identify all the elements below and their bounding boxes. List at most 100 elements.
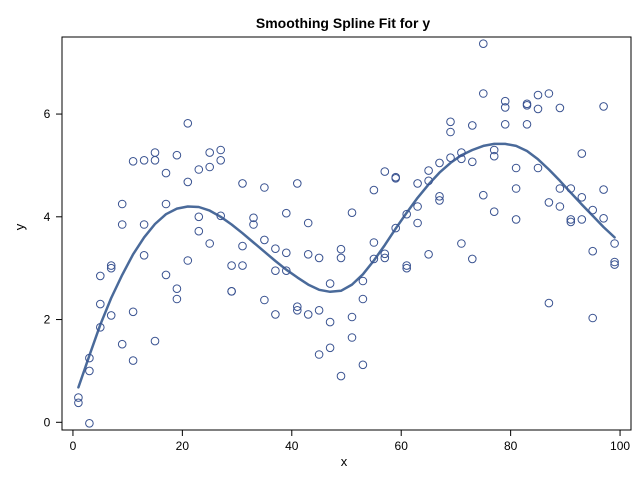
data-point bbox=[610, 239, 619, 248]
data-point bbox=[150, 156, 160, 165]
data-point bbox=[194, 212, 204, 222]
y-tick-label: 2 bbox=[44, 313, 51, 327]
data-point bbox=[555, 202, 565, 211]
data-point bbox=[303, 218, 313, 228]
data-point bbox=[96, 271, 105, 281]
data-point bbox=[479, 39, 488, 49]
data-point bbox=[139, 251, 149, 260]
data-point bbox=[347, 312, 357, 322]
data-point bbox=[183, 177, 193, 187]
data-point bbox=[402, 209, 412, 219]
data-point bbox=[336, 253, 346, 263]
data-point bbox=[413, 202, 422, 211]
data-point bbox=[150, 336, 160, 346]
x-tick-label: 20 bbox=[176, 439, 190, 453]
data-point bbox=[380, 167, 390, 176]
data-point bbox=[500, 103, 510, 112]
data-point bbox=[238, 179, 247, 188]
data-point bbox=[106, 311, 116, 320]
data-point bbox=[391, 174, 401, 183]
data-point bbox=[161, 168, 171, 178]
data-point bbox=[260, 295, 269, 305]
data-point bbox=[479, 190, 488, 200]
data-point bbox=[555, 184, 565, 193]
data-point bbox=[128, 307, 138, 317]
data-point bbox=[260, 235, 269, 245]
data-point bbox=[282, 208, 291, 218]
data-point bbox=[577, 215, 587, 224]
data-point bbox=[106, 261, 116, 270]
data-point bbox=[577, 149, 587, 158]
data-point bbox=[369, 254, 379, 264]
data-point bbox=[435, 158, 444, 168]
data-point bbox=[522, 101, 532, 110]
data-point bbox=[139, 156, 149, 165]
data-point bbox=[183, 119, 193, 128]
data-point bbox=[271, 244, 280, 253]
data-point bbox=[172, 150, 182, 160]
data-point bbox=[117, 220, 127, 229]
x-tick-label: 100 bbox=[610, 439, 630, 453]
data-point bbox=[74, 393, 83, 402]
data-point bbox=[358, 294, 368, 304]
data-point bbox=[238, 241, 247, 251]
data-point bbox=[533, 163, 543, 173]
data-point bbox=[424, 166, 433, 175]
data-point bbox=[238, 261, 247, 270]
data-point bbox=[402, 263, 412, 273]
data-point bbox=[249, 220, 258, 229]
data-point bbox=[205, 148, 214, 157]
data-point bbox=[511, 215, 521, 224]
data-point bbox=[117, 199, 127, 209]
data-point bbox=[599, 185, 608, 194]
data-point bbox=[183, 256, 193, 265]
data-point bbox=[424, 176, 433, 186]
data-point bbox=[325, 279, 335, 288]
data-point bbox=[205, 239, 214, 248]
data-point bbox=[566, 215, 576, 224]
data-point bbox=[402, 261, 412, 270]
data-point bbox=[74, 398, 83, 408]
data-point bbox=[282, 248, 291, 258]
axis-ticks: 0 20 40 60 80 100 0 2 4 6 bbox=[44, 107, 631, 453]
data-point bbox=[161, 199, 171, 209]
data-point bbox=[347, 333, 357, 342]
data-point bbox=[566, 217, 576, 227]
data-point bbox=[85, 366, 94, 376]
x-tick-label: 40 bbox=[285, 439, 299, 453]
x-tick-label: 60 bbox=[395, 439, 409, 453]
data-point bbox=[555, 103, 565, 113]
chart-title: Smoothing Spline Fit for y bbox=[256, 15, 430, 31]
data-point bbox=[128, 356, 138, 365]
data-point bbox=[435, 192, 444, 201]
data-point bbox=[500, 120, 510, 129]
data-point bbox=[457, 239, 466, 248]
data-point bbox=[544, 89, 554, 98]
data-point bbox=[96, 323, 105, 332]
data-point bbox=[533, 104, 543, 114]
y-axis-label: y bbox=[12, 223, 27, 230]
y-tick-label: 0 bbox=[44, 415, 51, 429]
data-point bbox=[85, 353, 94, 363]
data-point bbox=[369, 238, 379, 247]
data-point bbox=[314, 306, 324, 315]
data-point bbox=[347, 208, 357, 217]
y-tick-label: 4 bbox=[44, 210, 51, 224]
data-point bbox=[457, 154, 466, 164]
data-point bbox=[511, 163, 521, 173]
x-axis-label: x bbox=[341, 454, 348, 469]
data-point bbox=[249, 213, 258, 223]
data-point bbox=[610, 260, 619, 269]
data-point bbox=[194, 226, 204, 236]
plot-frame bbox=[61, 36, 632, 431]
data-point bbox=[500, 96, 510, 106]
data-point bbox=[325, 317, 335, 327]
data-point bbox=[106, 263, 116, 273]
data-point bbox=[161, 270, 171, 280]
data-point bbox=[577, 193, 587, 202]
data-point bbox=[314, 350, 324, 359]
data-point bbox=[293, 179, 302, 188]
spline-fit-line bbox=[77, 142, 616, 389]
